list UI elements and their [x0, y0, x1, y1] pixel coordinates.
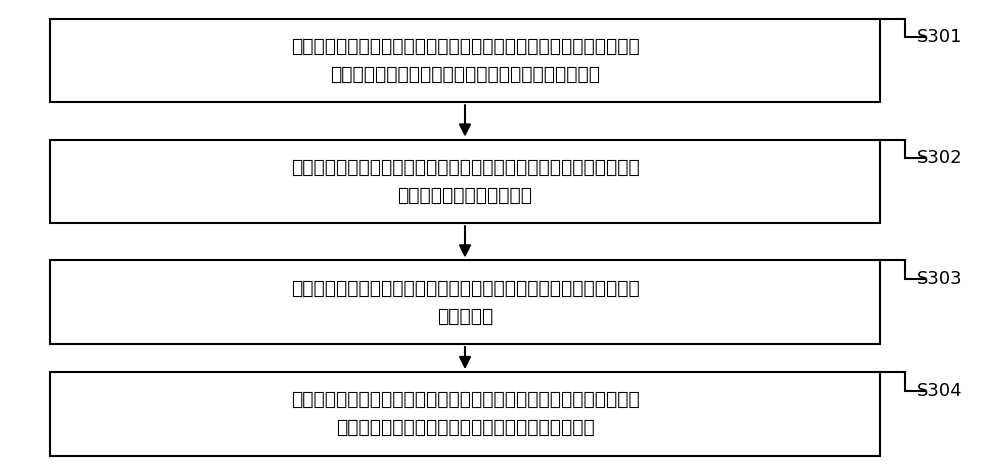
Text: 将所述第一适应度值和所述第二适应度值中的较小值确定为所述目标粒
子执行交叉和变异操作后的最优位置对应的适应度值: 将所述第一适应度值和所述第二适应度值中的较小值确定为所述目标粒 子执行交叉和变异…: [291, 390, 639, 438]
Text: S302: S302: [917, 149, 963, 167]
Text: 根据预设的交叉算子，对所述目标粒子更新后的位置和所述目标粒子的
最优位置执行交叉操作，得到所述目标粒子的第一位置: 根据预设的交叉算子，对所述目标粒子更新后的位置和所述目标粒子的 最优位置执行交叉…: [291, 37, 639, 84]
Text: 根据预设的变异算子，对所述目标粒子更新后的位置执行变异操作，得
到所述目标粒子的第二位置: 根据预设的变异算子，对所述目标粒子更新后的位置执行变异操作，得 到所述目标粒子的…: [291, 158, 639, 205]
FancyBboxPatch shape: [50, 140, 880, 223]
Text: S303: S303: [917, 270, 963, 288]
Text: S301: S301: [917, 28, 963, 46]
FancyBboxPatch shape: [50, 372, 880, 456]
Text: 分别计算所述第一位置对应的第一适应度值以及所述第二位置对应的第
二适应度值: 分别计算所述第一位置对应的第一适应度值以及所述第二位置对应的第 二适应度值: [291, 279, 639, 326]
Text: S304: S304: [917, 382, 963, 399]
FancyBboxPatch shape: [50, 260, 880, 344]
FancyBboxPatch shape: [50, 19, 880, 102]
